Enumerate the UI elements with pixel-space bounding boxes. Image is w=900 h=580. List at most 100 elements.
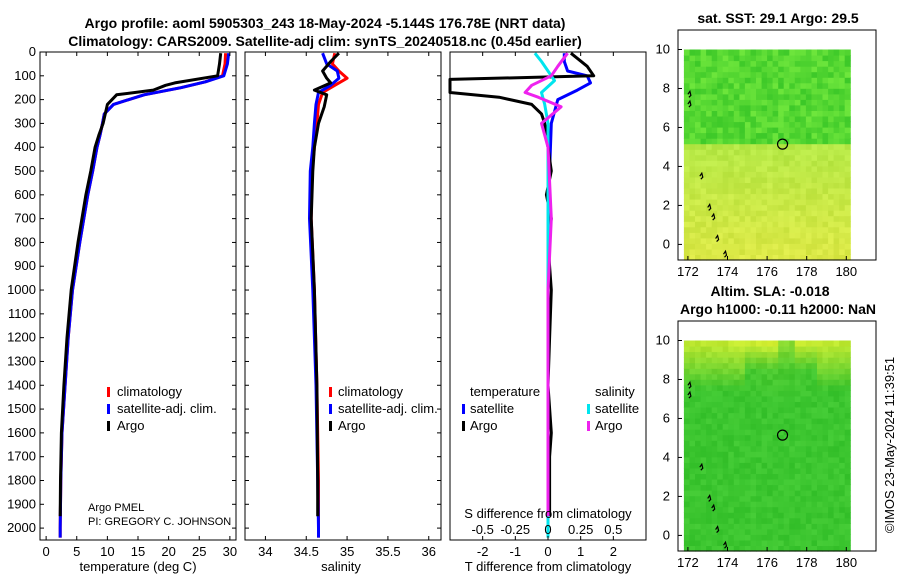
map-cell: [700, 237, 707, 244]
map-cell: [756, 110, 763, 117]
map-cell: [767, 390, 774, 397]
map-cell: [695, 473, 702, 480]
figure-title-line2: Climatology: CARS2009. Satellite-adj cli…: [68, 33, 582, 49]
map-cell: [828, 484, 835, 491]
map-cell: [744, 545, 751, 552]
map-cell: [778, 412, 785, 419]
map-cell: [744, 226, 751, 233]
map-cell: [783, 226, 790, 233]
map-cell: [844, 149, 851, 156]
map-cell: [739, 534, 746, 541]
map-cell: [700, 390, 707, 397]
map-cell: [711, 490, 718, 497]
map-cell: [711, 418, 718, 425]
map-cell: [778, 434, 785, 441]
map-cell: [683, 539, 690, 546]
map-cell: [828, 434, 835, 441]
map-cell: [822, 501, 829, 508]
map-cell: [739, 199, 746, 206]
map-cell: [733, 248, 740, 255]
map-cell: [700, 143, 707, 150]
map-cell: [739, 490, 746, 497]
map-cell: [772, 210, 779, 217]
map-cell: [817, 418, 824, 425]
map-cell: [783, 232, 790, 239]
map-cell: [805, 440, 812, 447]
map-cell: [800, 176, 807, 183]
map-cell: [839, 368, 846, 375]
map-cell: [706, 143, 713, 150]
map-cell: [689, 545, 696, 552]
map-cell: [750, 66, 757, 73]
map-cell: [683, 77, 690, 84]
map-cell: [750, 528, 757, 535]
map-cell: [789, 373, 796, 380]
map-cell: [805, 82, 812, 89]
map-cell: [756, 237, 763, 244]
map-cell: [783, 237, 790, 244]
altimetry-map-x-ticks: 172 174 176 178 180: [677, 547, 857, 570]
map-cell: [778, 116, 785, 123]
map-cell: [700, 362, 707, 369]
map-cell: [817, 116, 824, 123]
map-cell: [828, 60, 835, 67]
map-cell: [756, 160, 763, 167]
map-cell: [711, 523, 718, 530]
map-cell: [833, 484, 840, 491]
map-cell: [700, 401, 707, 408]
map-cell: [728, 501, 735, 508]
map-cell: [695, 440, 702, 447]
map-cell: [778, 243, 785, 250]
map-cell: [800, 456, 807, 463]
map-cell: [794, 132, 801, 139]
map-cell: [844, 506, 851, 513]
map-cell: [756, 528, 763, 535]
map-cell: [794, 176, 801, 183]
map-cell: [800, 418, 807, 425]
map-cell: [783, 254, 790, 261]
map-cell: [717, 539, 724, 546]
map-cell: [828, 390, 835, 397]
map-cell: [683, 154, 690, 161]
map-cell: [722, 71, 729, 78]
map-cell: [828, 188, 835, 195]
map-cell: [794, 171, 801, 178]
map-cell: [722, 110, 729, 117]
map-cell: [839, 66, 846, 73]
map-cell: [844, 445, 851, 452]
map-cell: [733, 116, 740, 123]
map-cell: [811, 104, 818, 111]
map-cell: [772, 182, 779, 189]
x-tick-label: 5: [73, 544, 80, 559]
map-cell: [844, 82, 851, 89]
map-cell: [794, 154, 801, 161]
map-cell: [772, 473, 779, 480]
map-cell: [811, 193, 818, 200]
map-cell: [733, 160, 740, 167]
map-cell: [683, 165, 690, 172]
map-cell: [706, 373, 713, 380]
map-cell: [817, 528, 824, 535]
map-cell: [733, 199, 740, 206]
map-cell: [822, 182, 829, 189]
map-cell: [844, 165, 851, 172]
map-cell: [817, 248, 824, 255]
map-cell: [794, 93, 801, 100]
map-cell: [800, 501, 807, 508]
map-cell: [772, 143, 779, 150]
map-cell: [772, 99, 779, 106]
map-cell: [717, 188, 724, 195]
map-cell: [761, 121, 768, 128]
map-cell: [822, 390, 829, 397]
x-tick-label: 178: [796, 555, 818, 570]
map-cell: [706, 528, 713, 535]
map-cell: [756, 116, 763, 123]
map-cell: [789, 379, 796, 386]
map-cell: [811, 182, 818, 189]
map-cell: [700, 160, 707, 167]
map-cell: [683, 451, 690, 458]
map-cell: [844, 104, 851, 111]
map-cell: [800, 82, 807, 89]
map-cell: [744, 539, 751, 546]
map-cell: [739, 340, 746, 347]
